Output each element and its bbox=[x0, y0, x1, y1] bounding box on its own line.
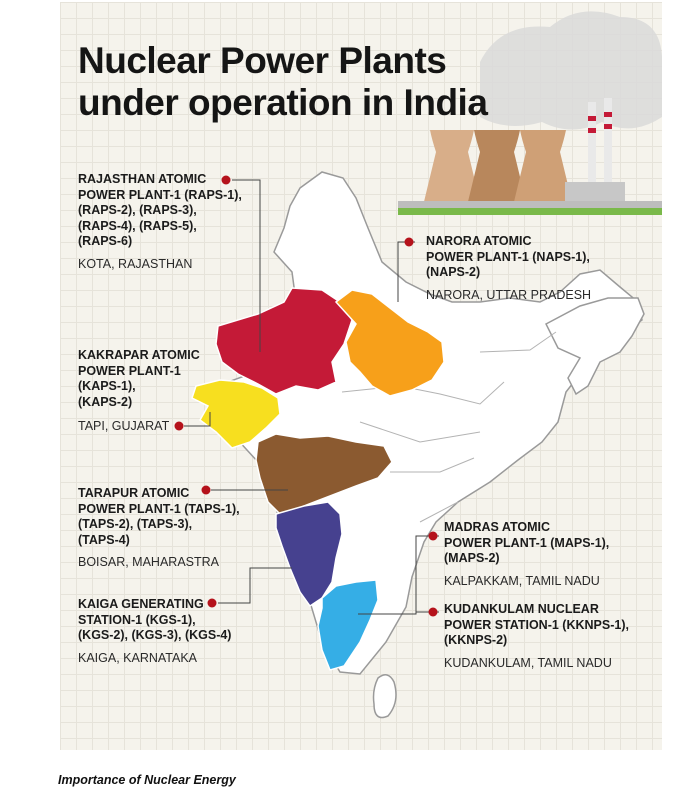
marker-taps bbox=[201, 485, 211, 495]
marker-kaps bbox=[174, 421, 184, 431]
marker-maps bbox=[428, 531, 438, 541]
plant-name: KAIGA GENERATING STATION-1 (KGS-1), (KGS… bbox=[78, 597, 232, 642]
plant-location: KOTA, RAJASTHAN bbox=[78, 256, 193, 271]
marker-raps bbox=[221, 175, 231, 185]
plant-label-kgs: KAIGA GENERATING STATION-1 (KGS-1), (KGS… bbox=[78, 597, 231, 666]
title-line-2: under operation in India bbox=[78, 82, 488, 123]
plant-name: RAJASTHAN ATOMIC POWER PLANT-1 (RAPS-1),… bbox=[78, 172, 242, 248]
plant-name: TARAPUR ATOMIC POWER PLANT-1 (TAPS-1), (… bbox=[78, 486, 240, 547]
page-title: Nuclear Power Plants under operation in … bbox=[78, 40, 488, 124]
ground-strip bbox=[398, 208, 662, 215]
plant-location-kaps: TAPI, GUJARAT bbox=[78, 419, 169, 434]
infographic: Nuclear Power Plants under operation in … bbox=[60, 2, 662, 750]
map-illustration bbox=[174, 11, 662, 719]
chimney-2 bbox=[604, 98, 612, 210]
plant-label-kknps: KUDANKULAM NUCLEAR POWER STATION-1 (KKNP… bbox=[444, 602, 629, 671]
state-karnataka bbox=[275, 501, 343, 608]
steam-cloud bbox=[480, 11, 662, 130]
title-line-1: Nuclear Power Plants bbox=[78, 40, 447, 81]
plant-name: KUDANKULAM NUCLEAR POWER STATION-1 (KKNP… bbox=[444, 602, 629, 647]
figure-caption: Importance of Nuclear Energy bbox=[58, 773, 236, 787]
power-plant-illustration bbox=[398, 11, 662, 215]
plant-location: NARORA, UTTAR PRADESH bbox=[426, 287, 592, 302]
marker-kknps bbox=[428, 607, 438, 617]
state-gujarat bbox=[191, 379, 281, 449]
plant-label-naps: NARORA ATOMIC POWER PLANT-1 (NAPS-1), (N… bbox=[426, 234, 591, 303]
plant-location: KAIGA, KARNATAKA bbox=[78, 650, 198, 665]
plant-name: KAKRAPAR ATOMIC POWER PLANT-1 (KAPS-1), … bbox=[78, 348, 200, 409]
northeast-outline bbox=[545, 297, 645, 396]
sri-lanka-outline bbox=[372, 674, 397, 719]
plant-label-taps: TARAPUR ATOMIC POWER PLANT-1 (TAPS-1), (… bbox=[78, 486, 240, 570]
marker-naps bbox=[404, 237, 414, 247]
cooling-tower-1 bbox=[422, 130, 482, 210]
markers bbox=[174, 175, 438, 617]
plant-name: MADRAS ATOMIC POWER PLANT-1 (MAPS-1), (M… bbox=[444, 520, 610, 565]
state-rajasthan bbox=[215, 287, 353, 395]
state-uttar-pradesh bbox=[334, 289, 445, 397]
plant-location: BOISAR, MAHARASTRA bbox=[78, 555, 219, 569]
chimney-1 bbox=[588, 102, 596, 210]
cooling-tower-2 bbox=[466, 130, 528, 210]
state-tamil-nadu bbox=[317, 579, 379, 671]
plant-location: KALPAKKAM, TAMIL NADU bbox=[444, 573, 600, 588]
plant-label-kaps: KAKRAPAR ATOMIC POWER PLANT-1 (KAPS-1), … bbox=[78, 348, 200, 410]
cooling-tower-3 bbox=[512, 130, 574, 210]
plant-location: KUDANKULAM, TAMIL NADU bbox=[444, 655, 612, 670]
plant-location: TAPI, GUJARAT bbox=[78, 419, 170, 433]
plant-name: NARORA ATOMIC POWER PLANT-1 (NAPS-1), (N… bbox=[426, 234, 590, 279]
plant-label-maps: MADRAS ATOMIC POWER PLANT-1 (MAPS-1), (M… bbox=[444, 520, 609, 589]
plant-label-raps: RAJASTHAN ATOMIC POWER PLANT-1 (RAPS-1),… bbox=[78, 172, 242, 272]
marker-kgs bbox=[207, 598, 217, 608]
